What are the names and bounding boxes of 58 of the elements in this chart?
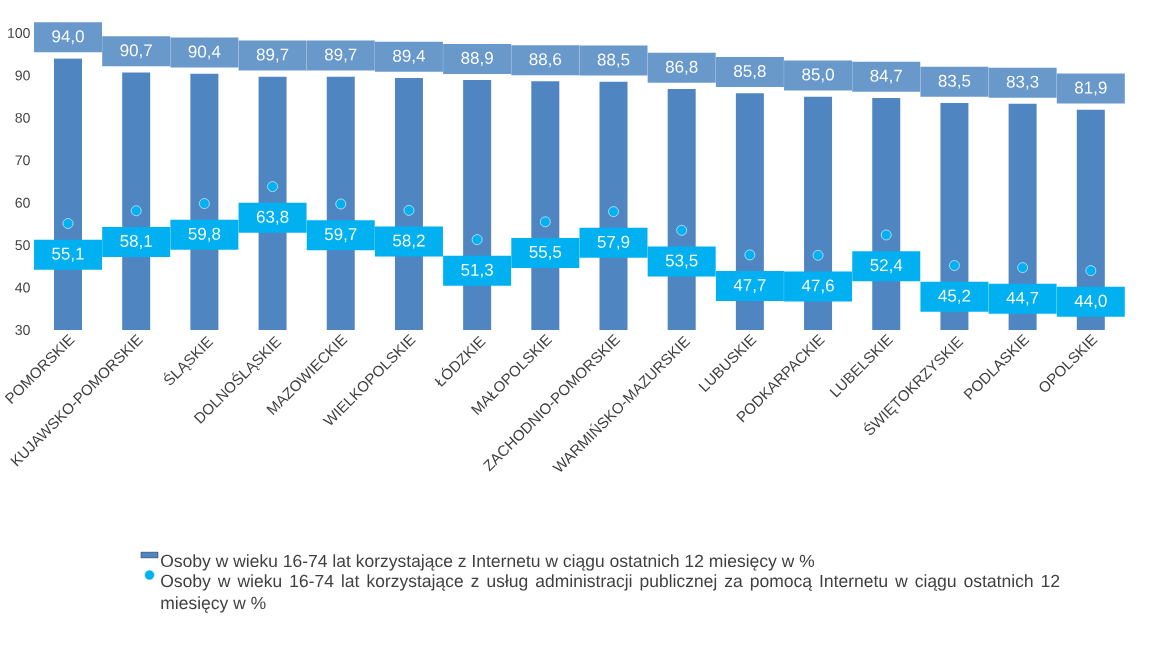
data-label: 86,8 bbox=[665, 60, 698, 75]
data-label: 55,1 bbox=[52, 247, 84, 262]
data-label: 59,7 bbox=[324, 228, 357, 243]
point bbox=[130, 205, 142, 217]
data-label: 85,0 bbox=[802, 68, 834, 83]
data-label: 84,7 bbox=[870, 69, 902, 84]
data-label: 44,0 bbox=[1074, 294, 1107, 309]
point bbox=[199, 198, 210, 209]
legend-label: Osoby w wieku 16-74 lat korzystające z Internetu w ciągu ostatnich 12 miesięcy w % bbox=[161, 554, 815, 571]
y-tick-label: 30 bbox=[15, 325, 30, 335]
data-label: 44,7 bbox=[1006, 291, 1039, 306]
data-label: 45,2 bbox=[938, 289, 971, 304]
data-label: 57,9 bbox=[597, 235, 630, 250]
data-label: 58,2 bbox=[393, 234, 425, 249]
data-label: 90,4 bbox=[188, 45, 221, 60]
data-label: 85,8 bbox=[734, 65, 766, 80]
point bbox=[949, 260, 960, 271]
data-label: 94,0 bbox=[52, 30, 84, 45]
data-label: 58,1 bbox=[120, 234, 152, 249]
point bbox=[880, 229, 892, 241]
data-label: 52,4 bbox=[870, 259, 903, 274]
point bbox=[676, 224, 687, 236]
point bbox=[267, 181, 278, 192]
data-label: 55,5 bbox=[529, 246, 562, 260]
data-label: 83,3 bbox=[1006, 75, 1039, 90]
data-label: 53,5 bbox=[665, 254, 698, 269]
data-label: 47,7 bbox=[733, 279, 766, 294]
point bbox=[812, 250, 824, 261]
point bbox=[62, 218, 74, 229]
legend-label: Osoby w wieku 16-74 lat korzystające z usług administracji publicznej za pomocą Internetu w ciągu ostatnich 12 miesięcy w % bbox=[161, 574, 1060, 613]
point bbox=[1085, 265, 1097, 276]
point bbox=[744, 249, 756, 261]
point bbox=[471, 234, 483, 245]
point bbox=[540, 216, 551, 228]
y-tick-label: 50 bbox=[15, 240, 30, 251]
data-label: 90,7 bbox=[120, 44, 152, 59]
y-tick-label: 80 bbox=[15, 112, 30, 123]
data-label: 59,8 bbox=[188, 227, 221, 242]
y-tick-label: 100 bbox=[8, 28, 30, 38]
y-tick-label: 90 bbox=[15, 70, 30, 81]
data-label: 88,9 bbox=[461, 51, 493, 66]
point bbox=[403, 205, 415, 216]
data-label: 51,3 bbox=[461, 263, 493, 278]
data-label: 63,8 bbox=[256, 210, 289, 225]
data-label: 81,9 bbox=[1075, 81, 1107, 96]
data-label: 83,5 bbox=[938, 74, 971, 89]
point bbox=[1017, 262, 1028, 273]
point bbox=[608, 206, 619, 217]
point bbox=[335, 198, 347, 210]
data-label: 89,7 bbox=[324, 48, 357, 63]
y-tick-label: 70 bbox=[15, 155, 30, 166]
y-tick-label: 60 bbox=[15, 197, 30, 208]
data-label: 88,5 bbox=[597, 53, 630, 68]
data-label: 88,6 bbox=[529, 53, 562, 68]
data-label: 47,6 bbox=[801, 279, 834, 294]
y-tick-label: 40 bbox=[15, 282, 30, 293]
data-label: 89,7 bbox=[256, 48, 289, 63]
data-label: 89,4 bbox=[393, 49, 425, 64]
